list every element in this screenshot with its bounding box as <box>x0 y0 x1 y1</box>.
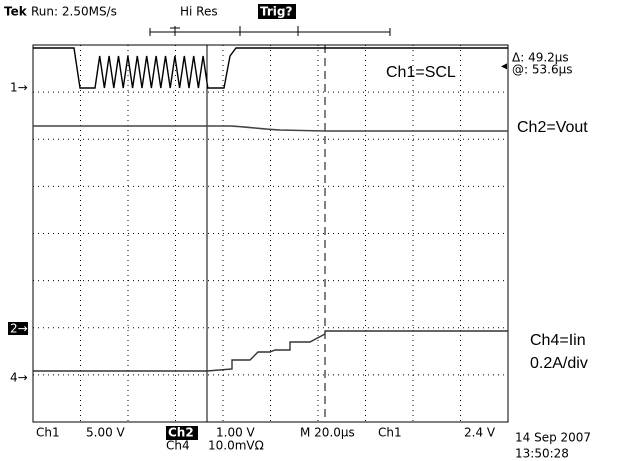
acq-mode: Hi Res <box>180 5 218 19</box>
footer-ch1: Ch1 <box>36 426 60 440</box>
footer-ch1-scale: 5.00 V <box>86 426 126 440</box>
footer-ch2-box <box>166 426 198 440</box>
footer-time: 13:50:28 <box>515 447 569 461</box>
footer-trig-level: 2.4 V <box>464 426 496 440</box>
graticule <box>33 45 508 422</box>
brand: Tek <box>4 5 28 19</box>
footer-ch4: Ch4 <box>166 439 190 453</box>
footer-timebase: M 20.0µs <box>300 426 355 440</box>
ch1-marker: 1→ <box>10 81 28 95</box>
ch1-label: Ch1=SCL <box>386 64 456 81</box>
cursor-delta: Δ: 49.2µs <box>512 51 569 65</box>
ch4-trace <box>33 330 508 372</box>
footer-ch4-scale: 10.0mVΩ <box>208 439 264 453</box>
footer-ch2: Ch2 <box>168 426 194 440</box>
ch2-marker-box <box>8 322 28 335</box>
run-status: Run: 2.50MS/s <box>31 5 117 19</box>
footer-date: 14 Sep 2007 <box>515 431 591 445</box>
ch2-marker: 2→ <box>10 322 28 336</box>
ch2-label: Ch2=Vout <box>517 119 588 136</box>
trigger-box <box>258 4 296 19</box>
trigger-status: Trig? <box>260 5 292 19</box>
graticule-frame <box>32 44 509 423</box>
ch4-label: Ch4=Iin <box>530 332 586 349</box>
ch1-trace <box>33 47 508 89</box>
ch4-scale-label: 0.2A/div <box>530 355 588 372</box>
footer-ch2-scale: 1.00 V <box>216 426 256 440</box>
record-indicator <box>149 26 391 36</box>
ch2-trace <box>33 125 508 132</box>
cursor-position: @: 53.6µs <box>512 63 572 77</box>
footer-trig-source: Ch1 <box>378 426 402 440</box>
trigger-level-marker: ◂ <box>501 59 507 73</box>
ch4-marker: 4→ <box>10 371 28 385</box>
